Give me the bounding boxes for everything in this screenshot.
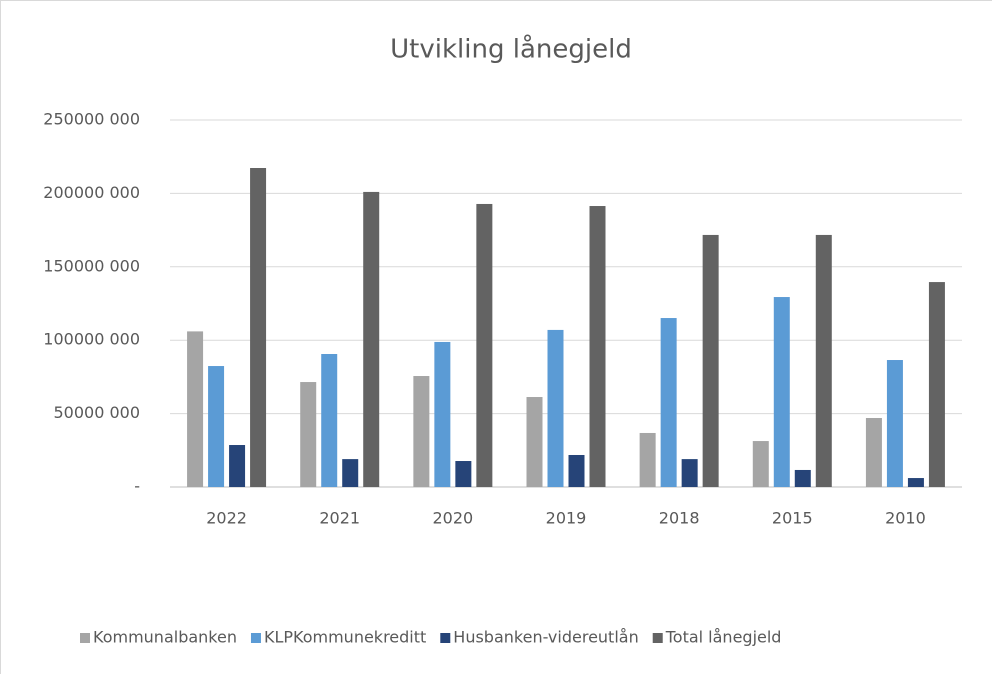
- bar: [702, 234, 719, 487]
- bar: [363, 191, 380, 487]
- bar: [568, 454, 585, 487]
- bar: [342, 459, 359, 487]
- bar: [434, 341, 451, 487]
- bar: [526, 397, 543, 487]
- x-tick-label: 2010: [885, 509, 926, 528]
- bar: [300, 382, 317, 487]
- bar: [455, 461, 472, 487]
- bar: [639, 432, 656, 487]
- legend-swatch: [80, 633, 90, 643]
- legend-label: KLPKommunekreditt: [264, 628, 426, 647]
- bar: [865, 418, 882, 487]
- bar: [773, 297, 790, 487]
- y-tick-label: 200000 000: [43, 183, 140, 202]
- x-tick-label: 2015: [772, 509, 813, 528]
- x-tick-label: 2019: [546, 509, 587, 528]
- x-tick-label: 2021: [319, 509, 360, 528]
- legend-label: Total lånegjeld: [665, 628, 782, 647]
- legend-swatch: [652, 633, 663, 643]
- bar: [208, 366, 225, 487]
- legend-label: Kommunalbanken: [93, 628, 237, 647]
- x-tick-label: 2020: [432, 509, 473, 528]
- bar: [250, 168, 267, 487]
- bar: [928, 282, 945, 487]
- x-tick-label: 2018: [659, 509, 700, 528]
- bar: [752, 441, 769, 487]
- y-tick-label: 250000 000: [43, 110, 140, 129]
- bar: [547, 329, 564, 487]
- bar: [660, 318, 677, 487]
- legend-label: Husbanken-videreutlån: [453, 628, 638, 647]
- bar: [886, 360, 903, 487]
- bar: [229, 445, 246, 487]
- legend-swatch: [440, 633, 451, 643]
- bar: [476, 203, 493, 487]
- bar: [907, 478, 924, 487]
- bar: [321, 353, 338, 487]
- y-tick-label: 150000 000: [43, 256, 140, 275]
- chart-title: Utvikling lånegjeld: [390, 34, 632, 65]
- bar: [589, 206, 606, 488]
- y-tick-label: -: [134, 477, 140, 496]
- bar: [681, 459, 698, 487]
- y-tick-label: 50000 000: [53, 403, 140, 422]
- bar: [815, 234, 832, 487]
- bar: [413, 376, 430, 487]
- bar: [187, 331, 204, 487]
- y-tick-label: 100000 000: [43, 330, 140, 349]
- bar: [794, 469, 811, 487]
- legend-swatch: [250, 633, 261, 643]
- x-tick-label: 2022: [206, 509, 247, 528]
